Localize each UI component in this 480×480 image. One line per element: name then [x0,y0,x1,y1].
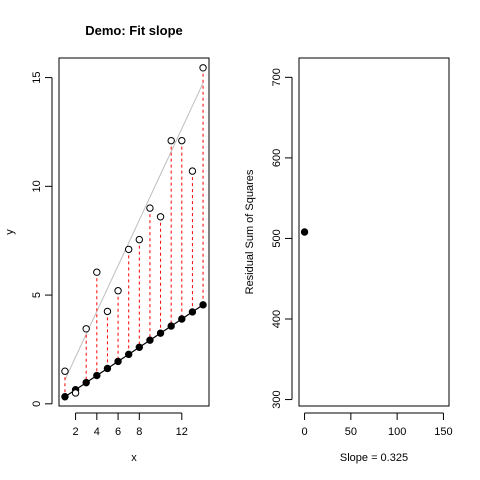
fitted-point [188,308,197,316]
rss-y-tick-label: 300 [271,390,283,408]
observed-point [188,167,197,175]
observed-point [71,389,80,397]
rss-x-axis: 0 50 100 150 [301,412,453,438]
fit-y-tick-label: 15 [31,71,43,83]
fit-y-tick-label: 0 [31,401,43,407]
fitted-point [114,357,122,366]
observed-point [178,136,186,145]
reference-curve-line [64,82,204,381]
rss-y-tick-label: 400 [271,310,283,328]
rss-x-tick-label: 100 [388,426,406,438]
rss-y-tick-label: 600 [271,149,283,167]
fit-y-tick-label: 5 [31,292,43,298]
fitted-point [93,371,101,380]
fitted-point [124,350,133,359]
fit-x-tick-label: 2 [73,426,79,438]
fitted-point [146,336,154,344]
observed-point [146,204,154,212]
observed-point [199,64,207,72]
panel-title: Demo: Fit slope [85,23,183,38]
observed-point [103,307,112,316]
fit-x-tick-label: 8 [136,426,142,438]
fit-x-tick-label: 4 [94,426,100,438]
fitted-point [135,343,144,351]
observed-point [114,287,122,295]
rss-x-tick-label: 50 [345,426,357,438]
fit-plot-frame [58,57,210,407]
fitted-point [61,393,69,401]
observed-point [135,235,144,244]
fitted-point [156,329,165,337]
rss-x-tick-label: 150 [434,426,452,438]
fit-x-axis: 2 4 6 8 12 [73,412,188,438]
rss-point [300,228,309,236]
fit-y-tick-label: 10 [31,180,43,192]
observed-point [167,136,175,145]
rss-y-axis: 300 400 500 600 700 [271,68,293,409]
rss-y-tick-label: 500 [271,229,283,247]
rss-y-axis-label: Residual Sum of Squares [244,169,256,294]
fit-y-axis-label: y [4,229,16,235]
fit-y-axis: 0 5 10 15 [31,71,53,407]
rss-y-tick-label: 700 [271,68,283,86]
fit-x-tick-label: 12 [176,426,188,438]
rss-plot-area [300,228,309,236]
observed-point [61,367,69,375]
rss-plot-frame [298,57,450,407]
fit-slope-panel: Demo: Fit slope 2 4 6 8 12 0 5 10 15 x y [4,23,210,464]
rss-x-tick-label: 0 [301,426,307,438]
observed-point [93,268,101,276]
fit-plot-area [61,64,207,401]
fitted-point [199,301,207,309]
fitted-point [178,315,186,323]
fit-x-tick-label: 6 [115,426,121,438]
fit-x-axis-label: x [131,452,137,464]
rss-x-axis-label: Slope = 0.325 [340,452,408,464]
observed-point [82,325,90,333]
fitted-point [167,322,175,330]
observed-point [156,213,165,221]
fitted-point [82,378,90,387]
observed-point [124,245,133,254]
fitted-point [103,364,112,373]
